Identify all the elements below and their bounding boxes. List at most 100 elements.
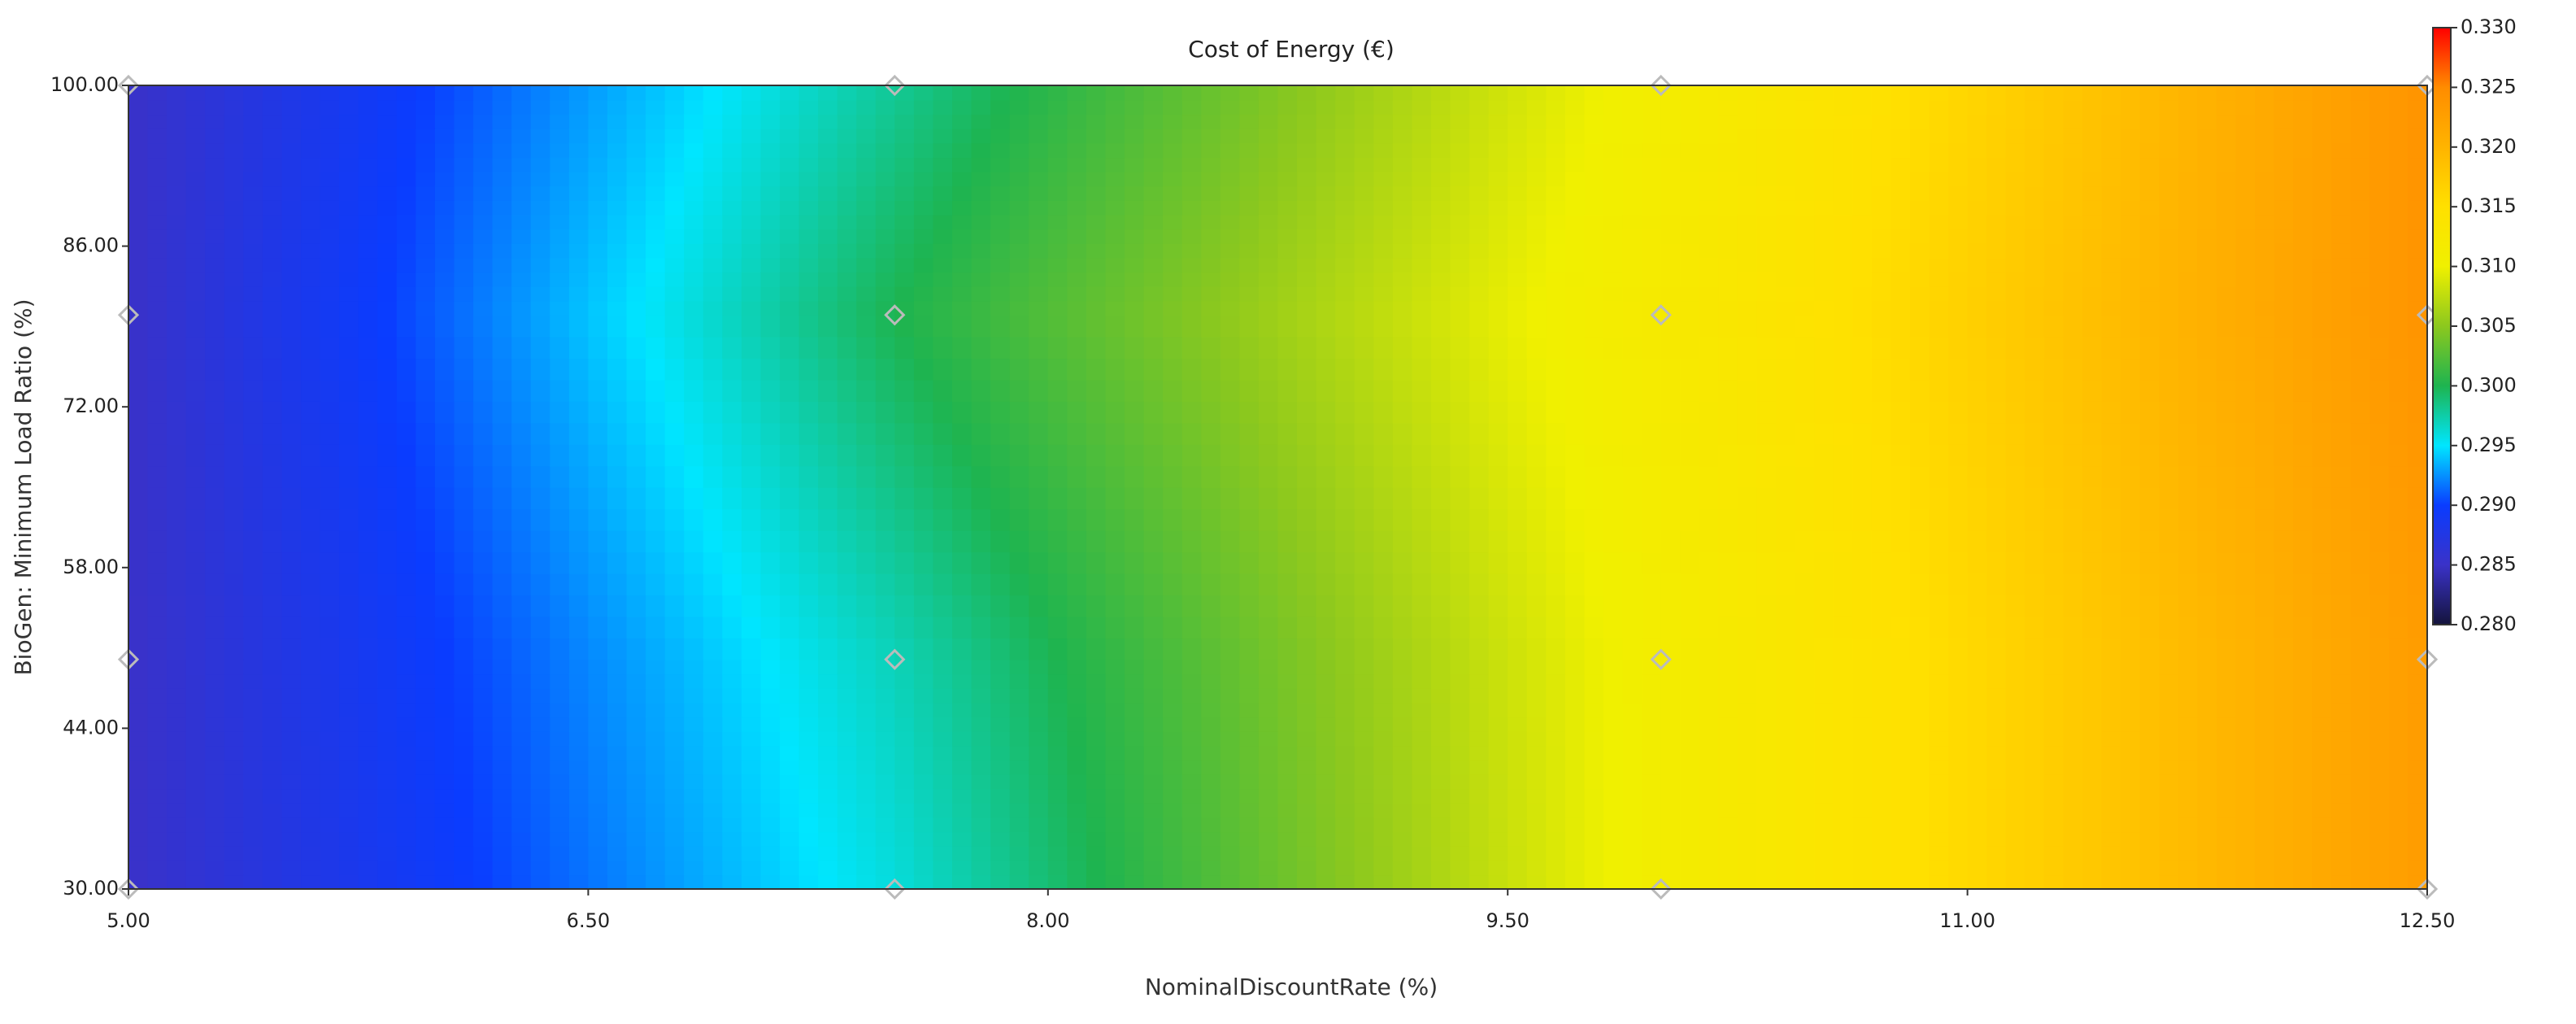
heat-cell: [1526, 487, 1547, 510]
heat-cell: [454, 551, 474, 574]
heat-cell: [760, 595, 781, 617]
heat-cell: [2101, 673, 2121, 689]
heat-cell: [1737, 529, 1758, 553]
heat-cell: [933, 487, 953, 510]
heat-cell: [1929, 444, 1949, 467]
heat-cell: [1564, 422, 1586, 445]
heat-cell: [224, 760, 245, 775]
heat-cell: [1488, 573, 1508, 596]
heat-cell: [1354, 551, 1375, 574]
heat-cell: [2025, 616, 2045, 639]
heat-cell: [1009, 128, 1030, 144]
heat-cell: [2101, 573, 2121, 596]
heat-cell: [1776, 730, 1796, 747]
heat-cell: [798, 860, 819, 876]
heat-cell: [454, 185, 474, 201]
heat-cell: [1373, 358, 1394, 381]
heat-cell: [511, 422, 532, 445]
heat-cell: [2005, 401, 2026, 424]
heat-cell: [473, 595, 494, 617]
heat-cell: [2235, 874, 2256, 890]
heat-cell: [741, 422, 762, 445]
heat-cell: [1373, 257, 1394, 273]
heat-cell: [2350, 688, 2371, 704]
heat-cell: [167, 831, 187, 847]
heat-cell: [1201, 616, 1221, 639]
heat-cell: [492, 595, 512, 617]
heat-cell: [167, 171, 187, 187]
heat-cell: [1316, 171, 1336, 187]
heat-cell: [1929, 422, 1949, 445]
heat-cell: [779, 638, 800, 660]
heat-cell: [722, 286, 742, 302]
heat-cell: [128, 401, 149, 424]
heat-cell: [894, 702, 915, 718]
heat-cell: [1622, 315, 1643, 338]
heat-cell: [741, 638, 762, 660]
heat-cell: [1239, 874, 1260, 890]
heat-cell: [2350, 573, 2371, 596]
heat-cell: [2293, 358, 2313, 381]
heat-cell: [1335, 257, 1355, 273]
heat-cell: [1143, 730, 1164, 747]
heat-cell: [1622, 702, 1643, 718]
heat-cell: [224, 508, 245, 531]
heat-cell: [454, 860, 474, 876]
heat-cell: [760, 860, 781, 876]
heat-cell: [2235, 860, 2256, 876]
heat-cell: [1181, 157, 1203, 172]
heat-cell: [1392, 773, 1413, 790]
heat-cell: [2331, 379, 2352, 402]
heat-cell: [511, 200, 532, 216]
heat-cell: [1546, 595, 1566, 617]
heat-cell: [1335, 745, 1355, 761]
heat-cell: [1086, 85, 1107, 101]
heat-cell: [2197, 745, 2217, 761]
heat-cell: [1086, 272, 1107, 287]
heat-cell: [454, 300, 474, 316]
heat-cell: [741, 171, 762, 187]
heat-cell: [1392, 595, 1413, 617]
heat-cell: [1430, 379, 1451, 402]
heat-cell: [1009, 257, 1030, 273]
heat-cell: [703, 114, 724, 129]
heat-cell: [2408, 444, 2428, 467]
heat-cell: [913, 874, 934, 890]
heat-cell: [2005, 717, 2026, 732]
heat-cell: [1833, 730, 1854, 747]
heat-cell: [1220, 358, 1241, 381]
heat-cell: [2369, 788, 2390, 804]
heat-cell: [2121, 573, 2141, 596]
heat-cell: [2197, 315, 2217, 338]
heat-cell: [243, 243, 263, 259]
heat-cell: [1086, 142, 1107, 159]
heat-cell: [1086, 773, 1107, 790]
heat-cell: [185, 551, 207, 574]
heat-cell: [1143, 272, 1164, 287]
heat-cell: [377, 831, 398, 847]
heat-cell: [1316, 860, 1336, 876]
heat-cell: [377, 99, 398, 115]
heat-cell: [1737, 745, 1758, 761]
heat-cell: [1756, 688, 1777, 704]
heat-cell: [454, 214, 474, 230]
heat-cell: [1871, 616, 1892, 639]
heat-cell: [990, 874, 1011, 890]
heat-cell: [2388, 358, 2409, 381]
heat-cell: [2159, 358, 2179, 381]
heat-cell: [1239, 214, 1260, 230]
heat-cell: [167, 487, 187, 510]
heat-cell: [1546, 358, 1566, 381]
heat-cell: [1258, 379, 1279, 402]
heat-cell: [913, 142, 934, 159]
heat-cell: [2312, 874, 2333, 890]
heat-cell: [894, 638, 915, 660]
heat-cell: [722, 401, 742, 424]
heat-cell: [2331, 465, 2352, 488]
heat-cell: [320, 315, 340, 338]
heat-cell: [1143, 243, 1164, 259]
heat-cell: [339, 185, 359, 201]
heat-cell: [2159, 717, 2179, 732]
heat-cell: [2025, 444, 2045, 467]
heat-cell: [1642, 745, 1662, 761]
